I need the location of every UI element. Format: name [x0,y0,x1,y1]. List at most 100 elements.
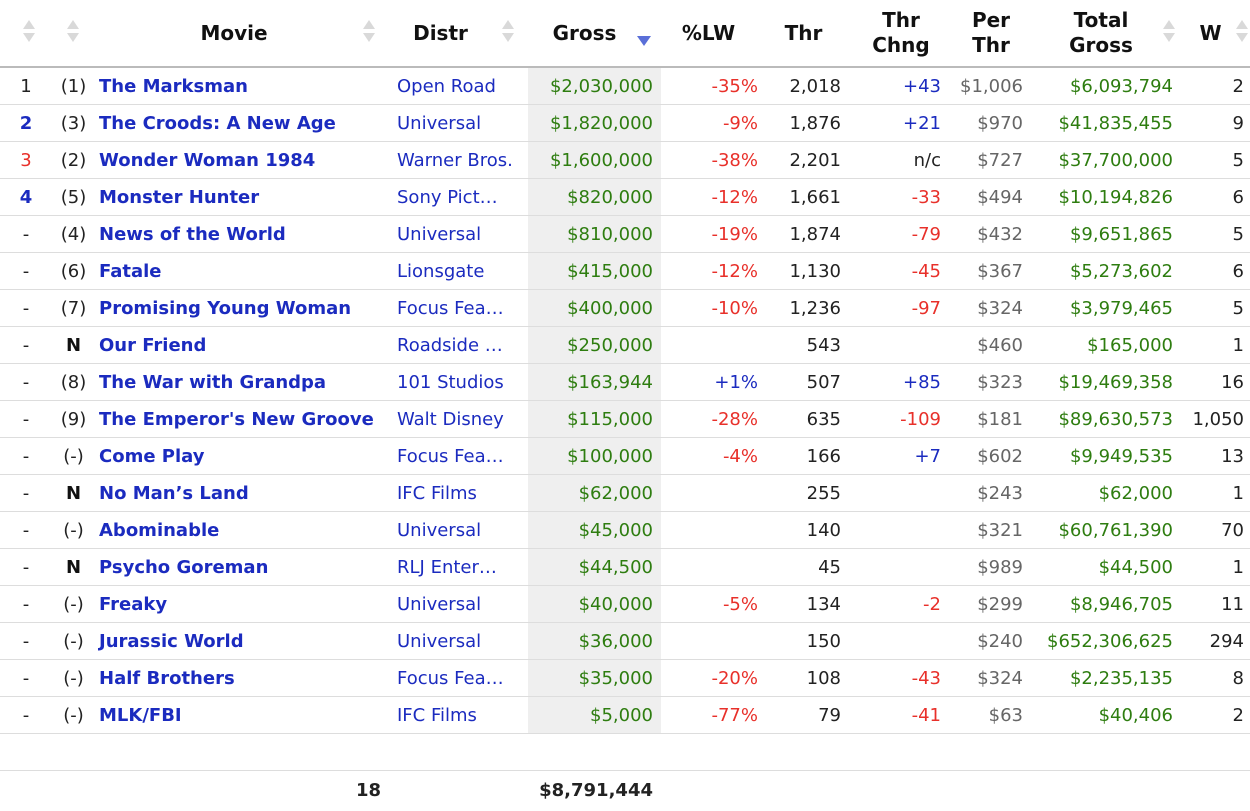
thr-column-header[interactable]: Thr [766,0,851,67]
theaters-cell: 1,876 [789,112,841,134]
per-theater-cell: $432 [977,223,1023,245]
table-row[interactable]: - (-) Jurassic World Universal $36,000 150 $24… [0,622,1250,660]
gross-cell: $2,030,000 [528,67,661,105]
rank-column-header[interactable] [0,0,52,67]
movie-title-link[interactable]: Promising Young Woman [99,297,352,319]
table-row[interactable]: 1 (1) The Marksman Open Road $2,030,000 -35% 2… [0,67,1250,105]
distr-column-header[interactable]: Distr [393,0,528,67]
distributor-link[interactable]: IFC Films [397,704,477,726]
movie-title-link[interactable]: Freaky [99,593,168,615]
gross-column-header[interactable]: Gross [528,0,661,67]
total-gross-column-header[interactable]: Total Gross [1031,0,1181,67]
rank-cell: 4 [19,186,33,208]
distributor-link[interactable]: RLJ Enter… [397,556,497,578]
table-row[interactable]: - (-) Half Brothers Focus Fea… $35,000 -20% 10… [0,659,1250,697]
prev-rank-column-header[interactable] [52,0,95,67]
movie-title-link[interactable]: Monster Hunter [99,186,260,208]
gross-cell: $35,000 [528,659,661,697]
percent-lw-cell: -19% [711,223,758,245]
percent-lw-cell: -28% [711,408,758,430]
distributor-link[interactable]: Sony Pict… [397,186,498,208]
table-row[interactable]: - (-) Come Play Focus Fea… $100,000 -4% 166 +7 $… [0,437,1250,475]
percent-lw-cell: -12% [711,186,758,208]
theaters-cell: 150 [806,630,841,652]
total-gross-cell: $62,000 [1098,482,1173,504]
distributor-link[interactable]: Warner Bros. [397,149,513,171]
distributor-link[interactable]: Focus Fea… [397,297,504,319]
prev-rank-cell: N [65,556,82,578]
table-row[interactable]: 3 (2) Wonder Woman 1984 Warner Bros. $1,600,… [0,141,1250,179]
prev-rank-cell: N [65,334,82,356]
table-row[interactable]: - (6) Fatale Lionsgate $415,000 -12% 1,130 -45 $… [0,252,1250,290]
theaters-cell: 1,661 [789,186,841,208]
table-row[interactable]: - (-) Freaky Universal $40,000 -5% 134 -2 $299 $8… [0,585,1250,623]
movie-title-link[interactable]: Fatale [99,260,162,282]
per-theater-cell: $602 [977,445,1023,467]
weeks-cell: 1 [1232,334,1244,356]
total-gross-sum: $8,791,444 [539,780,653,802]
distributor-link[interactable]: Focus Fea… [397,667,504,689]
distributor-link[interactable]: Roadside … [397,334,503,356]
theater-change-cell: -41 [911,704,941,726]
table-row[interactable]: 4 (5) Monster Hunter Sony Pict… $820,000 -12%… [0,178,1250,216]
distributor-link[interactable]: Universal [397,593,482,615]
table-row[interactable]: 2 (3) The Croods: A New Age Universal $1,820… [0,104,1250,142]
movie-title-link[interactable]: MLK/FBI [99,704,182,726]
movie-title-link[interactable]: Half Brothers [99,667,235,689]
theater-change-cell: -79 [911,223,941,245]
movie-header-label: Movie [200,20,268,45]
distributor-link[interactable]: Universal [397,519,482,541]
weeks-cell: 13 [1221,445,1244,467]
distributor-link[interactable]: Universal [397,112,482,134]
total-count: 18 [355,780,381,802]
movie-title-link[interactable]: Psycho Goreman [99,556,269,578]
movie-title-link[interactable]: The Emperor's New Groove [99,408,374,430]
table-row[interactable]: - N No Man’s Land IFC Films $62,000 255 $243 $6… [0,474,1250,512]
table-row[interactable]: - (7) Promising Young Woman Focus Fea… $400,… [0,289,1250,327]
rank-cell: - [22,223,30,245]
theaters-cell: 635 [806,408,841,430]
distributor-link[interactable]: Universal [397,223,482,245]
sort-updown-icon [502,20,514,46]
sort-updown-icon [1236,20,1248,46]
movie-title-link[interactable]: Wonder Woman 1984 [99,149,316,171]
table-row[interactable]: - (-) MLK/FBI IFC Films $5,000 -77% 79 -41 $63 $4… [0,696,1250,734]
distributor-link[interactable]: Universal [397,630,482,652]
theaters-cell: 2,201 [789,149,841,171]
thr-chng-column-header[interactable]: Thr Chng [851,0,951,67]
per-theater-cell: $970 [977,112,1023,134]
distributor-link[interactable]: Open Road [397,75,496,97]
distributor-link[interactable]: Walt Disney [397,408,504,430]
distributor-link[interactable]: 101 Studios [397,371,504,393]
lw-column-header[interactable]: %LW [661,0,766,67]
table-body: 1 (1) The Marksman Open Road $2,030,000 -35% 2… [0,67,1250,734]
movie-column-header[interactable]: Movie [95,0,393,67]
table-row[interactable]: - (-) Abominable Universal $45,000 140 $321 $60… [0,511,1250,549]
table-row[interactable]: - N Psycho Goreman RLJ Enter… $44,500 45 $989 $… [0,548,1250,586]
table-row[interactable]: - (9) The Emperor's New Groove Walt Disney $… [0,400,1250,438]
per-theater-cell: $989 [977,556,1023,578]
table-row[interactable]: - (8) The War with Grandpa 101 Studios $163,… [0,363,1250,401]
movie-title-link[interactable]: News of the World [99,223,286,245]
movie-title-link[interactable]: Abominable [99,519,220,541]
table-row[interactable]: - N Our Friend Roadside … $250,000 543 $460 $16… [0,326,1250,364]
per-thr-column-header[interactable]: Per Thr [951,0,1031,67]
weeks-column-header[interactable]: W [1181,0,1250,67]
movie-title-link[interactable]: Jurassic World [99,630,244,652]
prev-rank-cell: (-) [63,704,84,726]
weeks-cell: 9 [1232,112,1244,134]
theater-change-cell: +43 [903,75,941,97]
movie-title-link[interactable]: Come Play [99,445,205,467]
gross-cell: $44,500 [528,548,661,586]
table-row[interactable]: - (4) News of the World Universal $810,000 -1… [0,215,1250,253]
theater-change-cell [851,327,951,364]
movie-title-link[interactable]: The War with Grandpa [99,371,327,393]
movie-title-link[interactable]: The Marksman [99,75,248,97]
movie-title-link[interactable]: No Man’s Land [99,482,249,504]
distributor-link[interactable]: Lionsgate [397,260,485,282]
prev-rank-cell: (-) [63,519,84,541]
distributor-link[interactable]: Focus Fea… [397,445,504,467]
distributor-link[interactable]: IFC Films [397,482,477,504]
movie-title-link[interactable]: The Croods: A New Age [99,112,336,134]
movie-title-link[interactable]: Our Friend [99,334,207,356]
